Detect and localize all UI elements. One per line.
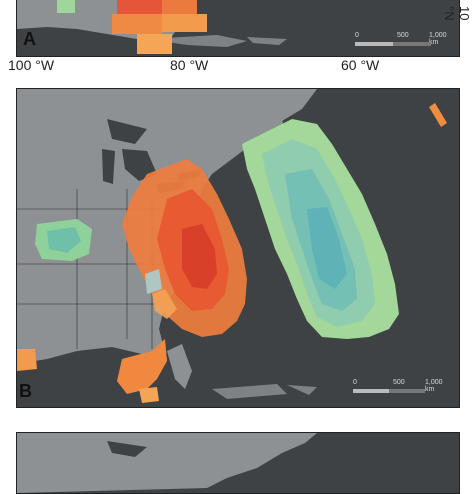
lon-label-80w: 80 °W (170, 57, 209, 73)
map-panel-b-canvas (17, 89, 459, 407)
heat-patch-east-coast (122, 159, 247, 337)
lat-label-10n: 10 °N (442, 6, 472, 21)
scale-bar-graphic-b (353, 389, 389, 393)
map-panel-b: B 0 500 1,000 km (16, 88, 460, 408)
heat-patch-gulf (17, 339, 167, 403)
lon-label-100w: 100 °W (8, 57, 55, 73)
scale-tick-500: 500 (397, 32, 409, 39)
map-panel-a-canvas (17, 0, 459, 56)
scale-bar-graphic-b-2 (389, 389, 425, 393)
heat-patch-atlantic (242, 119, 399, 339)
heat-patch-central (35, 219, 92, 261)
scale-tick-0: 0 (355, 32, 359, 39)
scale-tick-0-b: 0 (353, 379, 357, 386)
scale-bar-graphic-2 (393, 42, 431, 46)
panel-label-a: A (23, 29, 36, 49)
map-panel-c (16, 432, 460, 494)
map-panel-a: A 0 500 1,000 km (16, 0, 460, 57)
scale-bar-graphic (355, 42, 393, 46)
map-panel-c-canvas (17, 433, 459, 493)
scale-tick-1000-b: 1,000 km (425, 379, 443, 393)
lon-label-60w: 60 °W (341, 57, 380, 73)
panel-label-b: B (19, 381, 32, 401)
scale-tick-500-b: 500 (393, 379, 405, 386)
scale-tick-1000: 1,000 km (429, 32, 447, 46)
